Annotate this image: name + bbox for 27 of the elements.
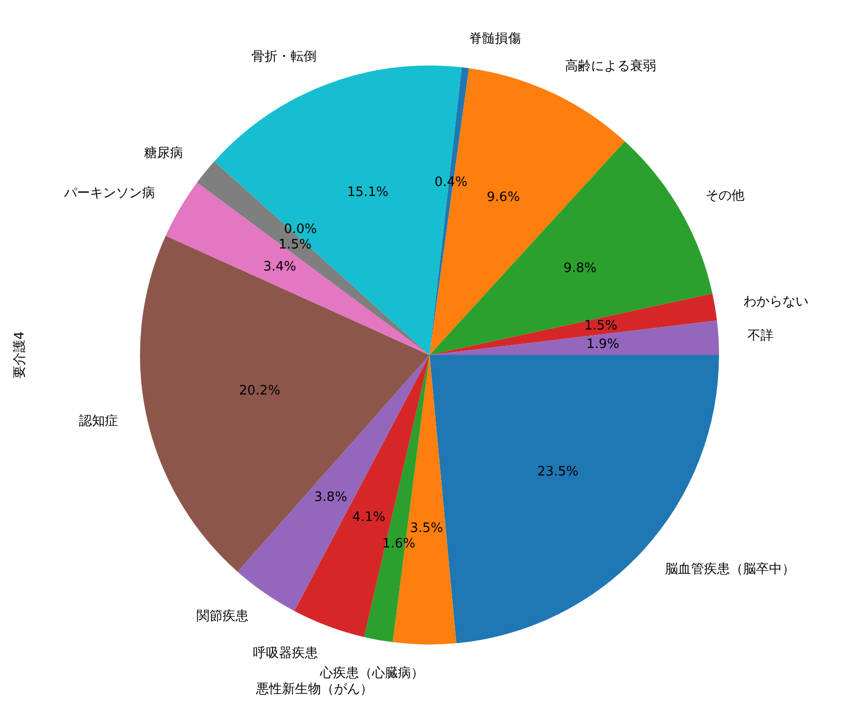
data-label: 3.4% (263, 259, 296, 274)
data-label: 1.9% (586, 337, 620, 352)
text: 要介護4 (12, 331, 28, 379)
slice-label: 悪性新生物（がん） (255, 682, 374, 697)
slice-label: 認知症 (79, 414, 118, 429)
slice-label: 糖尿病 (144, 146, 183, 161)
slice-label: 高齢による衰弱 (564, 58, 656, 74)
slice-label: 骨折・転倒 (251, 50, 316, 65)
slice-label: 呼吸器疾患 (253, 646, 318, 661)
slice-label: その他 (706, 188, 745, 204)
data-label: 3.8% (314, 490, 348, 506)
data-label: 3.5% (410, 521, 444, 536)
data-label: 15.1% (347, 185, 388, 200)
data-label: 20.2% (238, 384, 280, 399)
slice-label: 脊髄損傷 (468, 31, 521, 46)
slice-label: 心疾患（心臓病） (318, 664, 424, 681)
data-label: 9.8% (564, 260, 597, 276)
text: 0.0% (284, 222, 317, 238)
data-label: 1.5% (584, 318, 618, 334)
slice-label: 脳血管疾患（脳卒中） (664, 562, 795, 577)
data-label: 23.5% (537, 464, 579, 480)
data-label: 9.6% (486, 190, 520, 206)
slice-label: わからない (744, 294, 809, 310)
slice-label: 不詳 (747, 328, 774, 344)
slice-label: パーキンソン病 (62, 186, 155, 201)
data-label: 4.1% (352, 510, 386, 526)
slice-label: 関節疾患 (196, 609, 248, 624)
